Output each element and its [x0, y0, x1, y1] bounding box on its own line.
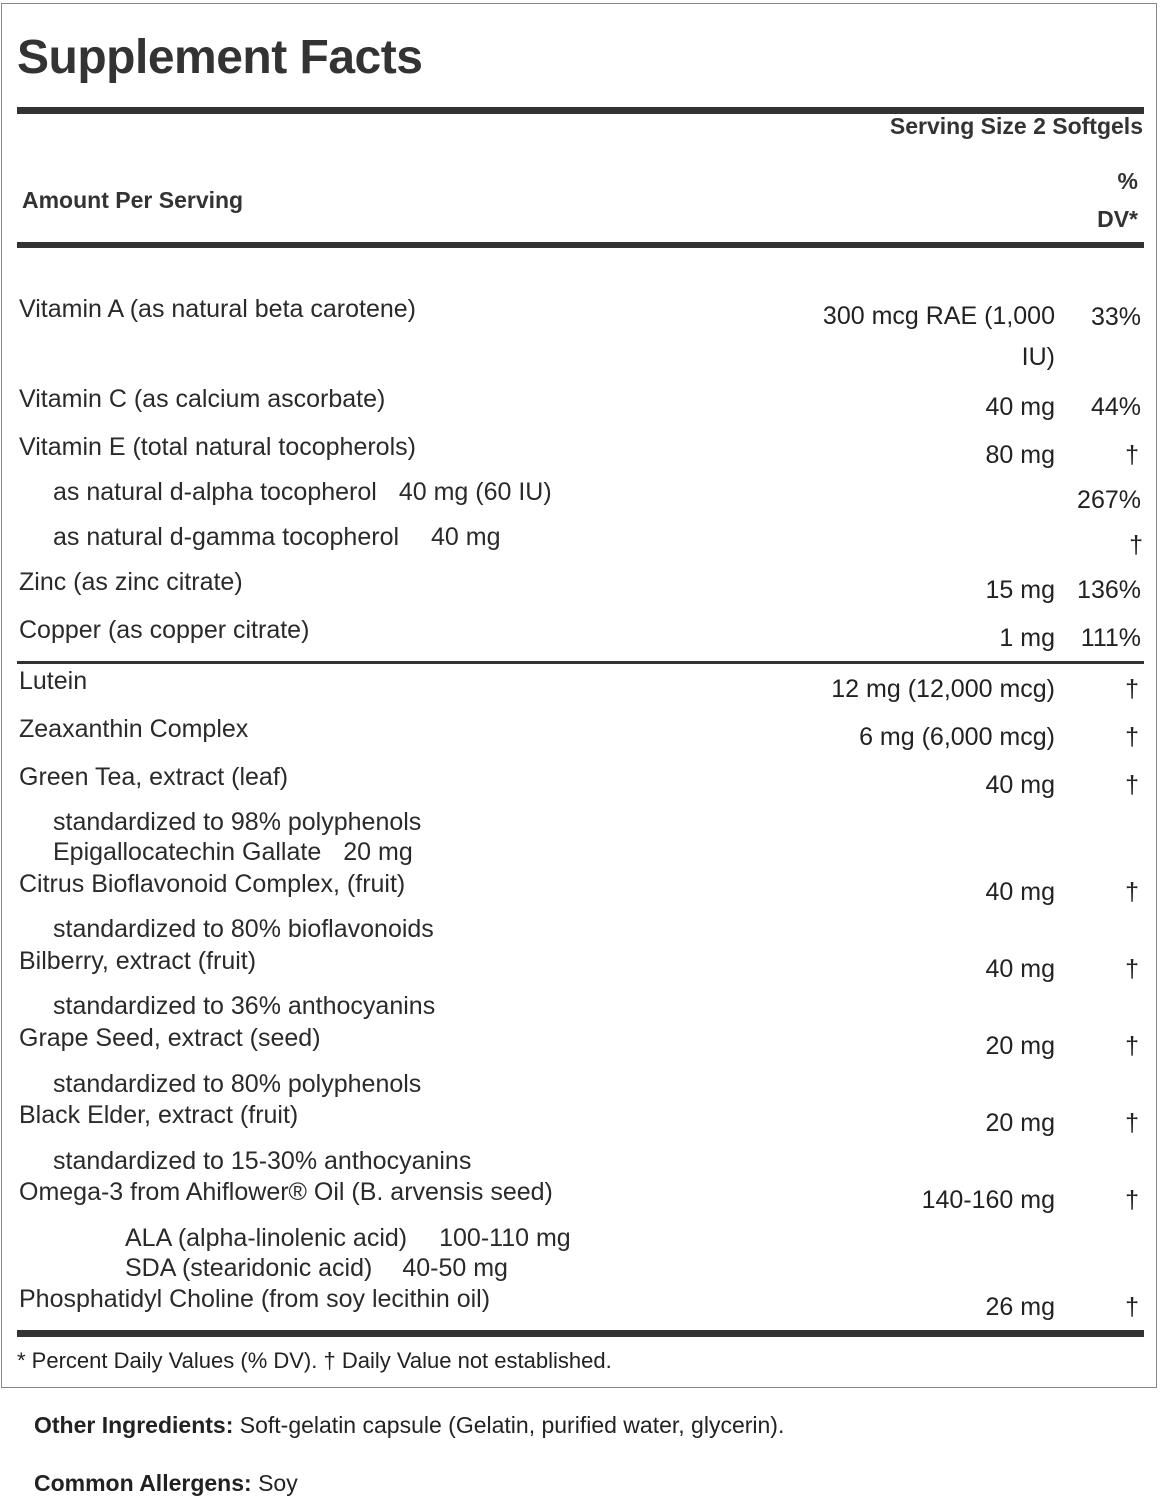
sub-amount: 100-110 mg	[439, 1224, 571, 1252]
ingredient-dv: †	[1125, 723, 1139, 751]
ingredient-dv: †	[1125, 1293, 1139, 1321]
ingredient-sub-label: standardized to 36% anthocyanins	[53, 992, 436, 1020]
ingredient-label: Omega-3 from Ahiflower® Oil (B. arvensis…	[19, 1178, 553, 1206]
nutrient-dv: 267%	[1077, 486, 1141, 514]
sub-label-text: ALA (alpha-linolenic acid)	[125, 1224, 408, 1252]
ingredient-amount: 6 mg (6,000 mcg)	[859, 723, 1055, 751]
ingredient-dv: †	[1125, 1109, 1139, 1137]
ingredient-label: Phosphatidyl Choline (from soy lecithin …	[19, 1285, 491, 1313]
nutrient-label: Copper (as copper citrate)	[19, 616, 310, 644]
sub-label-text: as natural d-alpha tocopherol	[53, 478, 377, 506]
nutrient-amount: 40 mg	[985, 393, 1055, 421]
common-allergens-label: Common Allergens:	[34, 1470, 252, 1496]
nutrient-amount: 1 mg	[999, 624, 1055, 652]
panel-title: Supplement Facts	[17, 31, 423, 84]
sub-amount: 20 mg	[343, 838, 413, 866]
sub-label-text: SDA (stearidonic acid)	[125, 1254, 373, 1282]
nutrient-amount: 80 mg	[985, 441, 1055, 469]
ingredient-label: Bilberry, extract (fruit)	[19, 947, 257, 975]
dv-header-percent: %	[1117, 168, 1138, 194]
ingredient-amount: 40 mg	[985, 955, 1055, 983]
divider-thick	[17, 1330, 1144, 1337]
ingredient-amount: 140-160 mg	[921, 1186, 1055, 1214]
nutrient-amount: 15 mg	[985, 576, 1055, 604]
ingredient-dv: †	[1125, 675, 1139, 703]
ingredient-amount: 40 mg	[985, 771, 1055, 799]
ingredient-amount: 20 mg	[985, 1109, 1055, 1137]
nutrient-dv: 111%	[1080, 624, 1141, 652]
ingredient-sub-label: Epigallocatechin Gallate 20 mg	[53, 838, 413, 866]
ingredient-dv: †	[1125, 1186, 1139, 1214]
ingredient-dv: †	[1125, 771, 1139, 799]
sub-amount: 40 mg (60 IU)	[398, 478, 552, 506]
nutrient-amount: 300 mcg RAE (1,000 IU)	[822, 302, 1055, 371]
ingredient-sub-label: SDA (stearidonic acid) 40-50 mg	[125, 1254, 508, 1282]
nutrient-dv: 136%	[1077, 576, 1141, 604]
ingredient-sub-label: standardized to 98% polyphenols	[53, 808, 422, 836]
sub-amount: 40 mg	[431, 523, 501, 551]
nutrient-label: Vitamin C (as calcium ascorbate)	[19, 385, 386, 413]
sub-label-text: Epigallocatechin Gallate	[53, 838, 322, 866]
ingredient-dv: †	[1125, 955, 1139, 983]
ingredient-amount: 20 mg	[985, 1032, 1055, 1060]
common-allergens: Common Allergens: Soy	[34, 1470, 298, 1497]
ingredient-amount: 40 mg	[985, 878, 1055, 906]
nutrient-label: Vitamin E (total natural tocopherols)	[19, 433, 416, 461]
nutrient-label: Vitamin A (as natural beta carotene)	[19, 295, 416, 323]
other-ingredients-value: Soft-gelatin capsule (Gelatin, purified …	[239, 1412, 785, 1438]
ingredient-label: Citrus Bioflavonoid Complex, (fruit)	[19, 870, 406, 898]
amount-per-serving-header: Amount Per Serving	[22, 187, 244, 213]
ingredient-label: Lutein	[19, 667, 88, 695]
footnote: * Percent Daily Values (% DV). † Daily V…	[17, 1348, 612, 1373]
serving-size: Serving Size 2 Softgels	[889, 113, 1143, 139]
ingredient-amount: 26 mg	[985, 1293, 1055, 1321]
sub-amount: 40-50 mg	[402, 1254, 508, 1282]
ingredient-label: Black Elder, extract (fruit)	[19, 1101, 299, 1129]
ingredient-dv: †	[1125, 878, 1139, 906]
ingredient-label: Green Tea, extract (leaf)	[19, 763, 289, 791]
divider-thick	[17, 107, 1144, 114]
nutrient-dv: 44%	[1090, 393, 1141, 421]
ingredient-amount: 12 mg (12,000 mcg)	[831, 675, 1055, 703]
other-ingredients-label: Other Ingredients:	[34, 1412, 234, 1438]
other-ingredients: Other Ingredients: Soft-gelatin capsule …	[34, 1412, 784, 1439]
divider-thin	[17, 661, 1144, 664]
dv-header-dv: DV*	[1097, 206, 1138, 232]
common-allergens-value: Soy	[258, 1470, 298, 1496]
ingredient-label: Zeaxanthin Complex	[19, 715, 249, 743]
supplement-facts-panel	[1, 3, 1157, 1388]
nutrient-dv: †	[1129, 531, 1143, 559]
nutrient-label: Zinc (as zinc citrate)	[19, 568, 243, 596]
ingredient-sub-label: standardized to 80% bioflavonoids	[53, 915, 434, 943]
nutrient-sub-label: as natural d-alpha tocopherol 40 mg (60 I…	[53, 478, 552, 506]
ingredient-label: Grape Seed, extract (seed)	[19, 1024, 321, 1052]
ingredient-sub-label: ALA (alpha-linolenic acid) 100-110 mg	[125, 1224, 571, 1252]
sub-label-text: as natural d-gamma tocopherol	[53, 523, 400, 551]
nutrient-dv: 33%	[1090, 303, 1141, 331]
nutrient-sub-label: as natural d-gamma tocopherol 40 mg	[53, 523, 501, 551]
ingredient-sub-label: standardized to 15-30% anthocyanins	[53, 1147, 472, 1175]
ingredient-dv: †	[1125, 1032, 1139, 1060]
ingredient-sub-label: standardized to 80% polyphenols	[53, 1070, 422, 1098]
divider-thick	[17, 242, 1144, 248]
nutrient-dv: †	[1125, 441, 1139, 469]
